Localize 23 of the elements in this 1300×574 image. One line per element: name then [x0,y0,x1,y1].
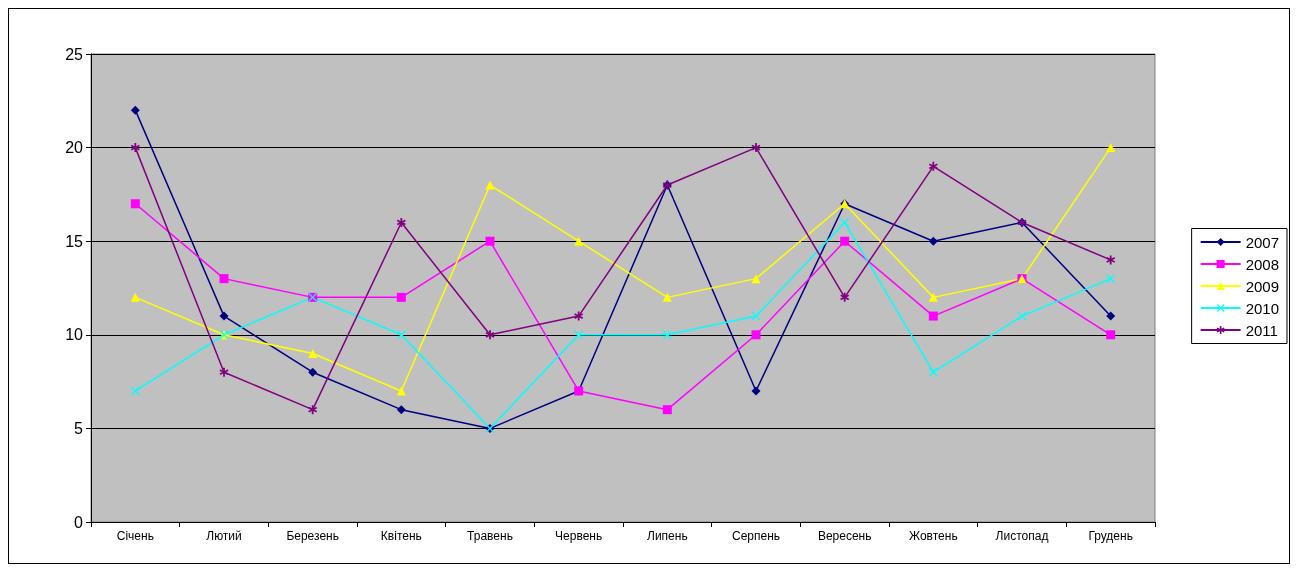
x-tick-label: Квітень [380,529,422,543]
x-tick-label: Січень [116,529,154,543]
x-tick-label: Грудень [1088,529,1133,543]
x-tick-label: Березень [286,529,339,543]
y-tick-label: 25 [65,45,84,63]
x-tick-label: Лютий [206,529,242,543]
x-tick-label: Травень [467,529,513,543]
y-tick-label: 5 [74,419,84,437]
x-tick-label: Жовтень [909,529,958,543]
legend-label: 2010 [1245,299,1280,317]
y-tick-label: 10 [65,326,84,344]
y-tick-label: 15 [65,232,84,250]
legend-label: 2011 [1245,321,1278,339]
y-tick-label: 20 [65,139,84,157]
x-tick-label: Липень [647,529,688,543]
x-tick-label: Серпень [731,529,781,543]
legend-label: 2008 [1245,255,1280,273]
y-tick-label: 0 [74,513,84,531]
x-tick-label: Червень [555,529,603,543]
x-tick-label: Вересень [817,529,872,543]
legend-label: 2009 [1245,277,1280,295]
x-tick-label: Листопад [995,529,1049,543]
legend-label: 2007 [1245,233,1280,251]
